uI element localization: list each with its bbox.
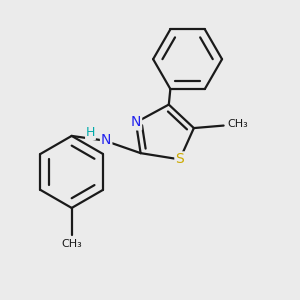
Text: N: N [101, 133, 111, 147]
Text: CH₃: CH₃ [227, 119, 248, 129]
Text: CH₃: CH₃ [61, 239, 82, 249]
Text: S: S [176, 152, 184, 167]
Text: N: N [131, 116, 141, 129]
Text: H: H [86, 126, 95, 139]
